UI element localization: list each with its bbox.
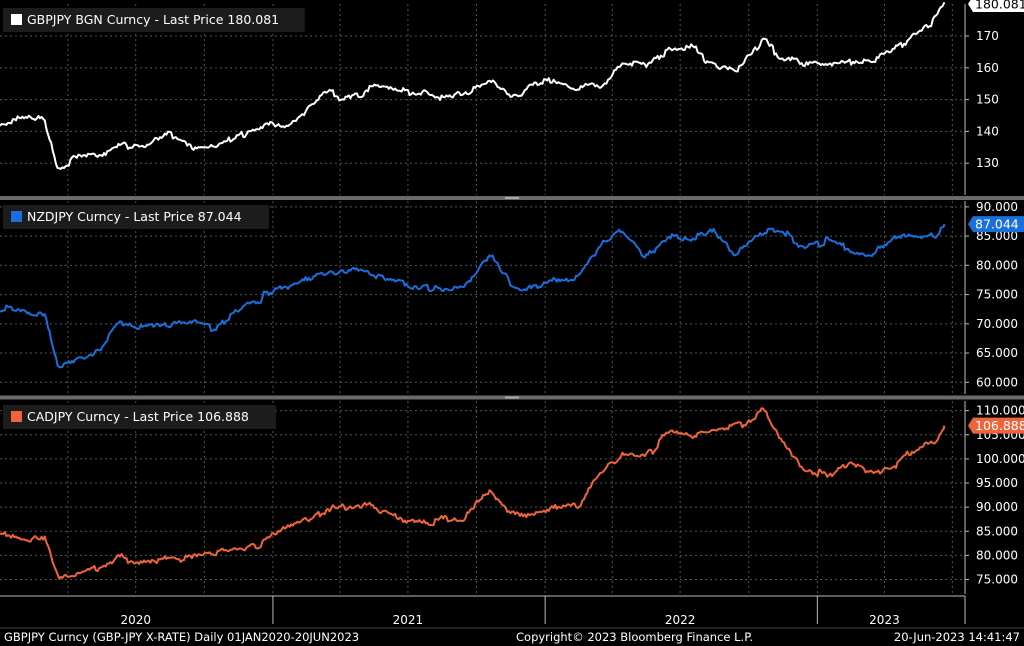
- legend-swatch: [11, 14, 22, 25]
- y-tick-label: 75.000: [976, 288, 1018, 302]
- x-tick-label: 2021: [393, 613, 424, 627]
- y-tick-label: 80.000: [976, 548, 1018, 562]
- legend-swatch: [11, 411, 22, 422]
- y-tick-label: 140: [976, 124, 999, 138]
- legend-swatch: [11, 211, 22, 222]
- y-tick-label: 75.000: [976, 573, 1018, 587]
- legend-box: [3, 8, 305, 32]
- y-tick-label: 90.000: [976, 200, 1018, 214]
- axis-layer: 130 140 150 160 170 180.081 60.000 65.000 70.000…: [0, 0, 1024, 594]
- legend-box: [3, 405, 277, 429]
- last-price-tag: 106.888: [968, 417, 1024, 434]
- y-tick-label: 70.000: [976, 317, 1018, 331]
- grid-layer: [0, 4, 965, 594]
- legend-box: [3, 205, 269, 229]
- y-tick-label: 90.000: [976, 500, 1018, 514]
- last-price-label: 106.888: [975, 418, 1024, 433]
- legend-layer: GBPJPY BGN Curncy - Last Price 180.081 NZ…: [3, 8, 305, 429]
- x-tick-label: 2023: [869, 613, 900, 627]
- series-layer: [0, 2, 946, 580]
- last-price-box: [968, 216, 1024, 233]
- last-price-tag: 87.044: [968, 216, 1024, 233]
- x-axis: 2020 2021 2022 2023: [0, 595, 1024, 629]
- series-line-2: [0, 407, 946, 580]
- y-tick-label: 150: [976, 93, 999, 107]
- y-tick-label: 160: [976, 61, 999, 75]
- y-tick-label: 80.000: [976, 258, 1018, 272]
- last-price-label: 180.081: [975, 0, 1024, 12]
- panel-separator-grip: [505, 396, 519, 399]
- legend-label: NZDJPY Curncy - Last Price 87.044: [27, 209, 242, 224]
- series-line-1: [0, 224, 946, 369]
- y-tick-label: 110.000: [976, 404, 1024, 418]
- y-tick-label: 95.000: [976, 476, 1018, 490]
- legend-label: CADJPY Curncy - Last Price 106.888: [27, 409, 249, 424]
- footer-left: GBPJPY Curncy (GBP-JPY X-RATE) Daily 01J…: [4, 630, 359, 644]
- y-tick-label: 85.000: [976, 229, 1018, 243]
- legend: NZDJPY Curncy - Last Price 87.044: [3, 205, 269, 229]
- last-price-box: [968, 0, 1024, 12]
- y-tick-label: 130: [976, 156, 999, 170]
- last-price-label: 87.044: [975, 217, 1019, 232]
- y-tick-label: 170: [976, 29, 999, 43]
- legend: CADJPY Curncy - Last Price 106.888: [3, 405, 277, 429]
- footer-timestamp: 20-Jun-2023 14:41:47: [894, 630, 1020, 644]
- legend-label: GBPJPY BGN Curncy - Last Price 180.081: [27, 12, 279, 27]
- footer-copyright: Copyright© 2023 Bloomberg Finance L.P.: [516, 630, 753, 644]
- series-line-0: [0, 2, 946, 170]
- x-tick-label: 2022: [665, 613, 696, 627]
- last-price-box: [968, 417, 1024, 434]
- y-tick-label: 100.000: [976, 452, 1024, 466]
- last-price-tag: 180.081: [968, 0, 1024, 12]
- legend: GBPJPY BGN Curncy - Last Price 180.081: [3, 8, 305, 32]
- panel-separator-grip: [505, 197, 519, 199]
- y-tick-label: 65.000: [976, 346, 1018, 360]
- y-tick-label: 60.000: [976, 375, 1018, 389]
- y-tick-label: 85.000: [976, 524, 1018, 538]
- x-tick-label: 2020: [120, 613, 151, 627]
